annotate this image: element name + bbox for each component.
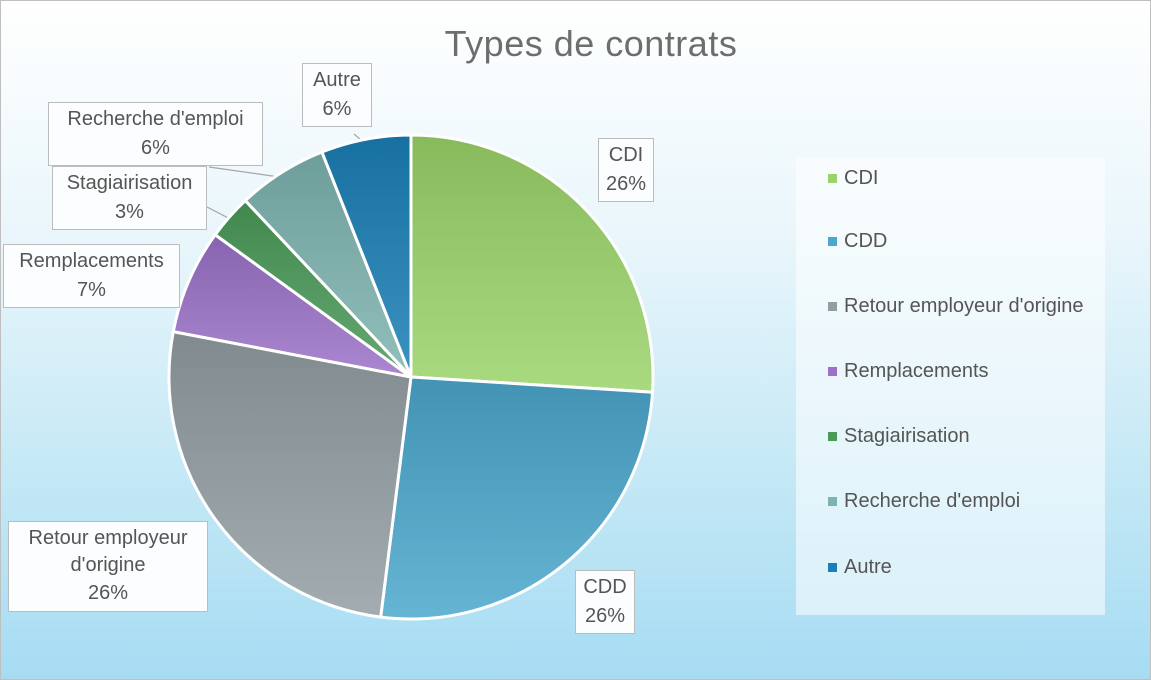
- legend-swatch-cdd: [828, 237, 837, 246]
- legend-label-retour: Retour employeur d'origine: [844, 295, 1084, 317]
- callout-cdd: CDD 26%: [575, 570, 635, 634]
- pie-slice-retour: [167, 330, 413, 619]
- callout-retour-value: 26%: [87, 582, 129, 604]
- legend-swatch-autre: [828, 563, 837, 572]
- pie-slice-remplacements: [171, 233, 413, 379]
- callout-remplacements-label: Remplacements: [19, 250, 164, 272]
- callout-cdi: CDI 26%: [598, 138, 654, 202]
- callout-remplacements: Remplacements 7%: [3, 244, 180, 308]
- callout-stagiairisation: Stagiairisation 3%: [52, 166, 207, 230]
- callout-autre-value: 6%: [322, 98, 352, 120]
- pie-slice-cdd: [379, 375, 655, 621]
- legend-item-autre: Autre: [828, 552, 1084, 583]
- callout-remplacements-value: 7%: [77, 279, 106, 301]
- legend-item-retour: Retour employeur d'origine: [828, 291, 1084, 322]
- legend-item-remplacements: Remplacements: [828, 356, 1084, 387]
- legend-item-cdd: CDD: [828, 226, 1084, 257]
- callout-retour-label: Retour employeur d'origine: [28, 527, 188, 576]
- callout-recherche: Recherche d'emploi 6%: [48, 102, 263, 166]
- legend-item-stagiairisation: Stagiairisation: [828, 421, 1084, 452]
- legend-swatch-stagiairisation: [828, 432, 837, 441]
- legend-label-remplacements: Remplacements: [844, 360, 989, 382]
- legend-label-cdi: CDI: [844, 167, 879, 189]
- callout-autre: Autre 6%: [302, 63, 372, 127]
- legend-swatch-retour: [828, 302, 837, 311]
- pie-slice-autre: [320, 133, 413, 379]
- pie-slices: [167, 133, 655, 621]
- callout-autre-label: Autre: [313, 69, 361, 91]
- callout-cdd-label: CDD: [583, 576, 627, 598]
- legend-label-recherche: Recherche d'emploi: [844, 490, 1021, 512]
- chart-title: Types de contrats: [444, 23, 738, 64]
- callout-cdd-value: 26%: [584, 605, 626, 627]
- legend-item-recherche: Recherche d'emploi: [828, 486, 1084, 517]
- legend-swatch-remplacements: [828, 367, 837, 376]
- legend-swatch-cdi: [828, 174, 837, 183]
- legend-swatch-recherche: [828, 497, 837, 506]
- callout-retour: Retour employeur d'origine 26%: [8, 521, 208, 612]
- chart-legend: CDI CDD Retour employeur d'origine Rempl…: [796, 158, 1105, 615]
- leader-line-recherche: [208, 166, 285, 179]
- callout-stagiairisation-value: 3%: [115, 201, 144, 223]
- pie-slice-cdi: [409, 133, 655, 394]
- callout-cdi-label: CDI: [608, 144, 644, 166]
- legend-label-stagiairisation: Stagiairisation: [844, 425, 970, 447]
- legend-label-cdd: CDD: [844, 230, 888, 252]
- callout-recherche-value: 6%: [141, 137, 170, 159]
- callout-recherche-label: Recherche d'emploi: [67, 108, 244, 130]
- legend-item-cdi: CDI: [828, 163, 1084, 194]
- legend-label-autre: Autre: [844, 556, 892, 578]
- callout-cdi-value: 26%: [605, 173, 647, 195]
- callout-stagiairisation-label: Stagiairisation: [66, 172, 193, 194]
